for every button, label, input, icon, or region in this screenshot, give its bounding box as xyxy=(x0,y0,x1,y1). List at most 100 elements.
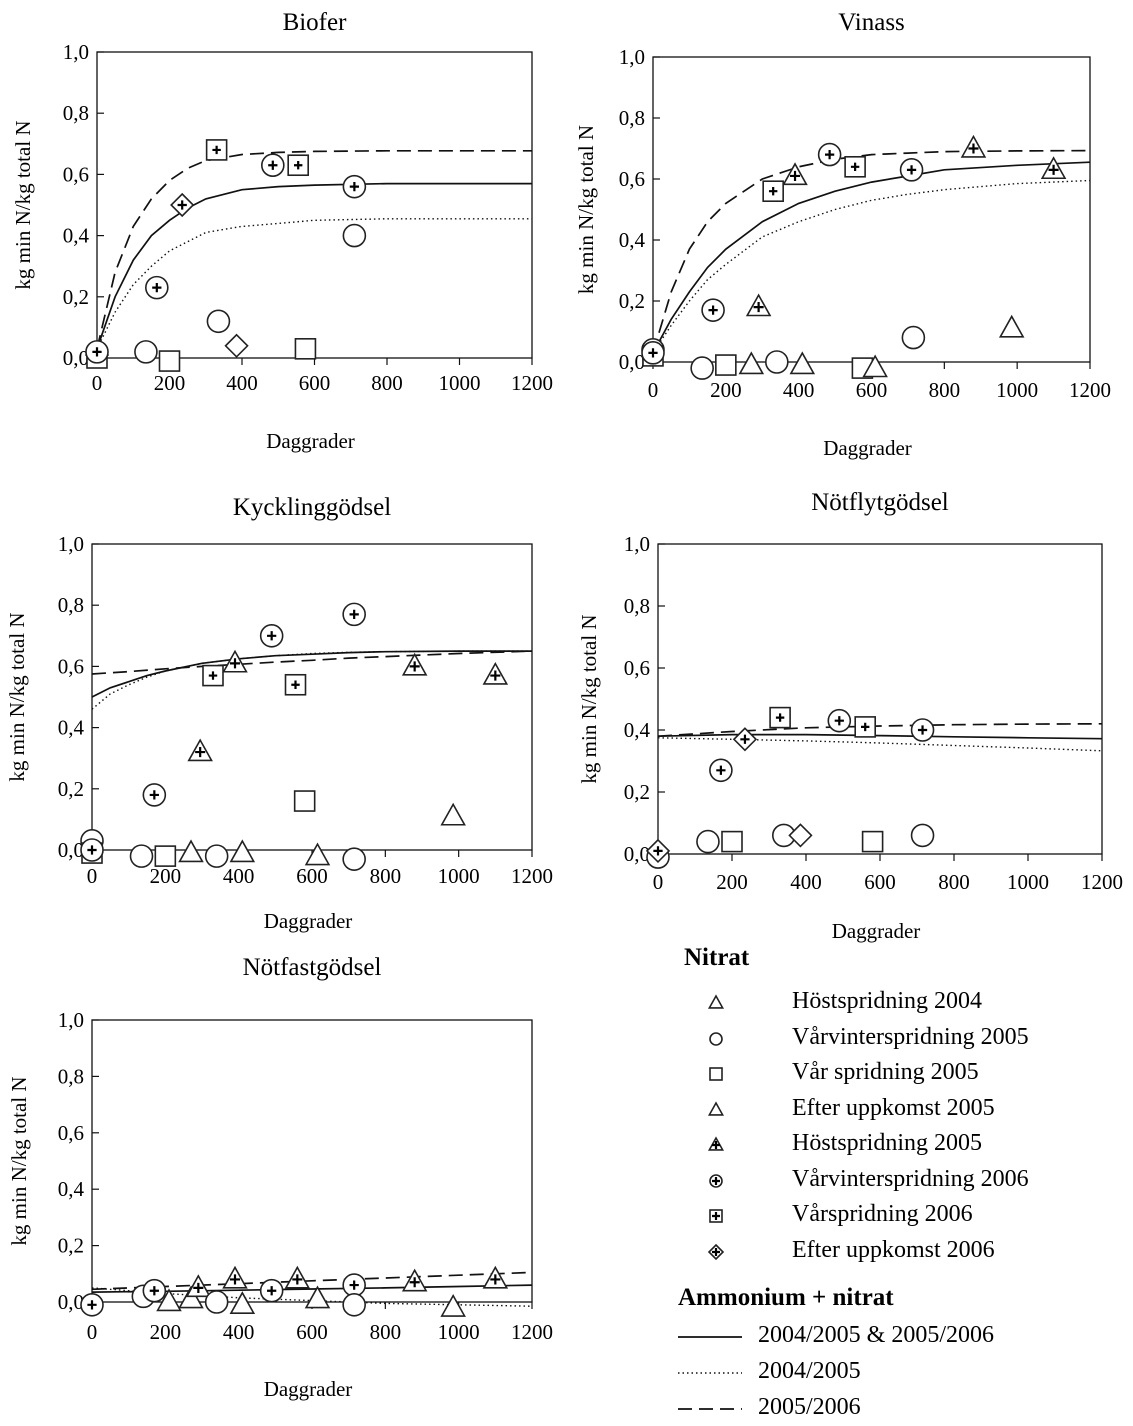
data-point-circle-plus-plus xyxy=(92,347,102,357)
data-point-square-plus-plus xyxy=(212,145,221,155)
y-tick-label: 0,4 xyxy=(58,716,85,740)
y-axis-label: kg min N/kg total N xyxy=(577,614,601,783)
legend-line-solid xyxy=(678,1336,742,1338)
chart-panel-2: Vinass 0,0 0,2 0,4 0,6 0,8 1,0 0 200 400 600 800 100… xyxy=(574,9,1111,460)
y-tick-label: 0,0 xyxy=(63,346,89,370)
legend-marker-square xyxy=(709,1067,723,1081)
data-point-triangle xyxy=(229,839,256,863)
data-point-diamond-plus-plus xyxy=(653,846,663,856)
legend-marker-circle-plus xyxy=(709,1173,723,1188)
y-tick-label: 0,2 xyxy=(619,289,645,313)
data-point-circle-plus-plus xyxy=(349,1280,359,1290)
y-tick-label: 1,0 xyxy=(619,45,645,69)
y-tick-label: 0,6 xyxy=(58,1121,84,1145)
fit-curve-solid xyxy=(96,182,532,350)
y-tick-label: 0,6 xyxy=(624,656,650,680)
data-point-triangle-plus-plus xyxy=(195,747,206,758)
y-tick-label: 0,8 xyxy=(619,106,645,130)
data-point-triangle-plus-plus xyxy=(409,1277,420,1288)
chart-title: Nötflytgödsel xyxy=(811,489,949,516)
y-tick-label: 0,8 xyxy=(58,1064,84,1088)
y-axis-label: kg min N/kg total N xyxy=(7,1076,31,1245)
data-point-square-plus-plus xyxy=(208,671,218,680)
data-point-triangle-plus-plus xyxy=(229,658,241,669)
x-tick-label: 600 xyxy=(864,870,896,894)
legend-marker-shape-plus xyxy=(712,1212,720,1220)
legend-nitrat-title: Nitrat xyxy=(684,944,750,971)
data-point-circle xyxy=(910,823,935,848)
fit-curve-solid xyxy=(652,161,1091,354)
x-tick-label: 1000 xyxy=(438,864,480,888)
y-tick-label: 1,0 xyxy=(63,40,89,64)
legend-item: Vårvinterspridning 2005 xyxy=(676,1022,1126,1056)
legend-ammonium-title: Ammonium + nitrat xyxy=(678,1284,894,1311)
x-tick-label: 0 xyxy=(87,1320,98,1344)
x-tick-label: 1000 xyxy=(438,1320,480,1344)
x-tick-label: 1200 xyxy=(511,864,553,888)
x-tick-label: 200 xyxy=(150,864,182,888)
data-point-triangle-plus-plus xyxy=(292,1274,303,1285)
legend-label: 2004/2005 & 2005/2006 xyxy=(758,1322,995,1348)
x-tick-label: 800 xyxy=(371,371,403,395)
data-point-square xyxy=(861,830,884,853)
legend-item: Vårvinterspridning 2006 xyxy=(676,1164,1126,1198)
fit-curve-dashed xyxy=(657,722,1103,738)
legend-label: Vårvinterspridning 2006 xyxy=(792,1165,1029,1192)
legend-label: Efter uppkomst 2005 xyxy=(792,1094,995,1121)
legend-marker-square-plus xyxy=(709,1209,723,1223)
y-tick-label: 0,4 xyxy=(63,224,90,248)
data-point-square-plus-plus xyxy=(291,680,300,689)
fit-curve-solid xyxy=(657,733,1103,740)
data-point-square-plus-plus xyxy=(293,161,303,170)
x-tick-label: 1200 xyxy=(1069,378,1111,402)
data-point-circle xyxy=(129,844,154,868)
data-point-triangle-plus-plus xyxy=(789,170,801,181)
data-point-diamond xyxy=(788,823,813,848)
y-tick-label: 0,8 xyxy=(58,593,84,617)
y-tick-label: 0,0 xyxy=(619,350,645,374)
legend-marker-shape xyxy=(707,994,725,1009)
data-point-triangle xyxy=(440,1294,466,1317)
data-point-circle xyxy=(134,340,158,364)
data-point-circle xyxy=(765,350,789,374)
y-tick-label: 0,2 xyxy=(624,780,650,804)
y-tick-label: 1,0 xyxy=(58,1008,84,1032)
legend-item: Vår spridning 2005 xyxy=(676,1057,1126,1091)
y-tick-label: 0,6 xyxy=(619,167,645,191)
legend-label: Vår spridning 2005 xyxy=(792,1059,979,1085)
y-tick-label: 0,6 xyxy=(58,654,84,678)
chart-title: Nötfastgödsel xyxy=(243,954,382,981)
data-point-triangle xyxy=(229,1291,256,1315)
fit-curve-dashed xyxy=(91,650,533,675)
data-point-triangle-plus-plus xyxy=(409,661,420,672)
y-tick-label: 0,2 xyxy=(58,777,84,801)
chart-title: Kycklinggödsel xyxy=(233,494,391,521)
plot-frame xyxy=(91,1019,533,1303)
x-tick-label: 800 xyxy=(929,378,961,402)
data-point-square xyxy=(158,350,181,372)
legend-item: Efter uppkomst 2005 xyxy=(676,1093,1126,1127)
x-tick-label: 1200 xyxy=(1081,870,1123,894)
x-axis-label: Daggrader xyxy=(832,919,921,943)
plot-frame xyxy=(657,543,1103,855)
chart-title: Vinass xyxy=(838,9,905,36)
data-point-circle xyxy=(206,309,231,334)
data-point-circle-plus-plus xyxy=(87,1300,97,1310)
y-axis-label: kg min N/kg total N xyxy=(574,125,598,294)
data-point-circle xyxy=(901,325,926,350)
data-point-circle-plus-plus xyxy=(716,765,726,775)
data-point-circle xyxy=(342,1293,366,1317)
x-tick-label: 200 xyxy=(154,371,186,395)
x-axis-label: Daggrader xyxy=(264,909,353,933)
fit-curve-solid xyxy=(91,650,532,698)
legend-item: Vårspridning 2006 xyxy=(676,1199,1126,1233)
data-point-circle-plus-plus xyxy=(149,790,159,800)
data-point-triangle xyxy=(738,351,765,375)
data-point-circle xyxy=(690,356,714,380)
chart-panel-4: Nötflytgödsel 0,0 0,2 0,4 0,6 0,8 1,0 0 200 400 60… xyxy=(577,489,1123,943)
legend-marker-triangle xyxy=(707,994,725,1009)
legend-item: Höstspridning 2005 xyxy=(676,1128,1126,1162)
chart-panel-3: Kycklinggödsel 0,0 0,2 0,4 0,6 0,8 1,0 0 200 400 6… xyxy=(5,494,553,933)
x-tick-label: 400 xyxy=(223,1320,255,1344)
